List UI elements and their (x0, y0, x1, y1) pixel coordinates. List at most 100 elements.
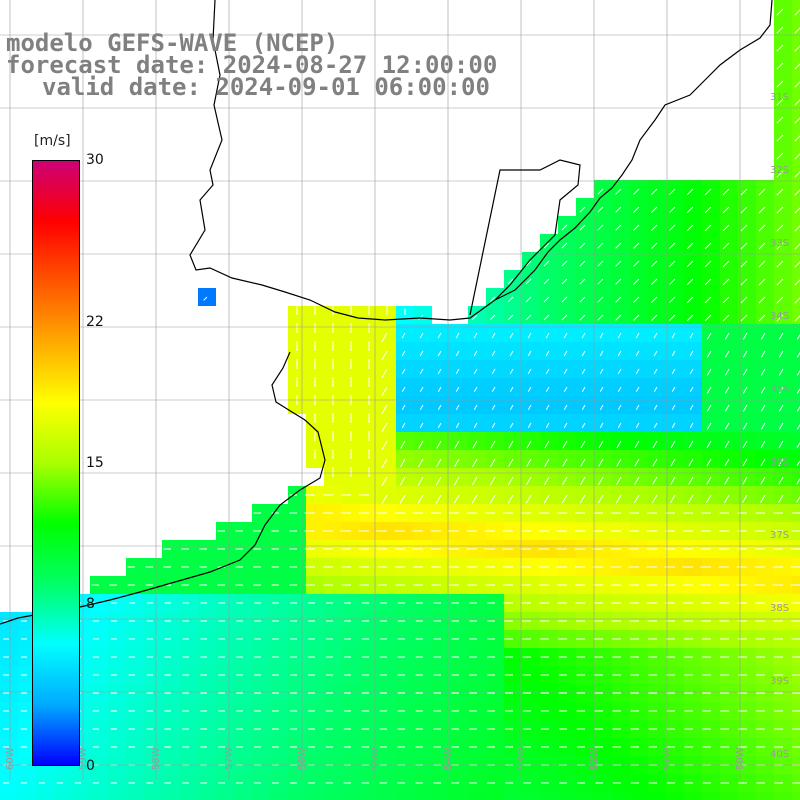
colorbar-tick-label: 30 (86, 152, 104, 168)
wind-arrow (381, 494, 388, 504)
wind-arrow (704, 224, 712, 232)
wind-arrow (704, 296, 712, 304)
wind-arrow (617, 368, 622, 375)
speed-cell (792, 342, 800, 360)
wind-arrow (670, 476, 676, 485)
wind-arrow (724, 440, 730, 449)
speed-cell (270, 792, 288, 800)
speed-cell (756, 792, 774, 800)
wind-arrow (437, 422, 442, 429)
wind-arrow (635, 386, 640, 393)
grid-labels: 31S32S33S34S35S36S37S38S39S40S41S60W59W5… (5, 92, 789, 770)
wind-arrow (617, 332, 622, 339)
wind-arrow (776, 80, 784, 88)
wind-arrow (453, 494, 460, 504)
wind-arrow (740, 188, 748, 196)
wind-arrow (471, 494, 478, 504)
wind-arrow (688, 458, 694, 467)
wind-arrow (651, 224, 658, 231)
wind-arrow (561, 314, 568, 321)
wind-arrow (617, 404, 622, 410)
wind-arrow (760, 386, 766, 394)
wind-arrow (563, 332, 568, 339)
speed-cell (648, 792, 666, 800)
wind-arrow (634, 458, 640, 467)
wind-arrow (599, 422, 604, 429)
wind-arrow (776, 8, 784, 16)
wind-arrow (668, 206, 676, 214)
speed-cell (630, 792, 648, 800)
speed-cell (486, 792, 504, 800)
longitude-label: 55W (370, 747, 381, 770)
speed-cell (792, 198, 800, 216)
wind-arrow (758, 188, 766, 196)
speed-cell (414, 792, 432, 800)
wind-arrow (706, 368, 712, 376)
wind-arrow (633, 314, 640, 321)
wind-arrow (633, 494, 640, 504)
speed-cell (792, 162, 800, 180)
wind-arrow (437, 368, 442, 375)
wind-arrow (597, 242, 604, 249)
wind-arrow (653, 386, 658, 393)
wind-arrow (437, 386, 442, 393)
wind-arrow (689, 386, 694, 393)
wind-arrow (509, 350, 514, 357)
wind-arrow (525, 476, 532, 486)
latitude-label: 39S (770, 676, 789, 687)
wind-arrow (760, 332, 766, 340)
wind-arrow (401, 368, 406, 375)
wind-arrow (473, 368, 478, 375)
wind-arrow (527, 350, 532, 357)
wind-arrow (778, 386, 784, 394)
speed-cell (774, 792, 792, 800)
wind-arrow (580, 440, 586, 449)
wind-arrow (796, 387, 800, 394)
wind-arrow (381, 476, 388, 486)
wind-arrow (671, 368, 676, 375)
latitude-label: 31S (770, 92, 789, 103)
wind-arrow (651, 296, 658, 303)
wind-arrow (740, 242, 748, 250)
wind-arrow (437, 332, 442, 339)
longitude-label: 50W (735, 747, 746, 770)
wind-arrow (509, 368, 514, 375)
wind-arrow (796, 441, 800, 448)
wind-arrow (689, 368, 694, 375)
wind-arrow (742, 350, 748, 358)
wind-arrow (419, 350, 424, 357)
wind-arrow (509, 332, 514, 339)
wind-arrow (651, 494, 658, 504)
wind-arrow (670, 458, 676, 467)
wind-arrow (597, 206, 604, 213)
wind-arrow (635, 332, 640, 339)
wind-arrow (776, 98, 784, 106)
wind-arrow (526, 440, 532, 449)
wind-arrow (706, 404, 712, 412)
wind-arrow (740, 206, 748, 214)
speed-cell (18, 792, 36, 800)
wind-arrow (562, 476, 568, 486)
wind-arrow (706, 458, 712, 467)
wind-arrow (563, 386, 568, 393)
wind-arrow (598, 458, 604, 467)
wind-arrow (742, 368, 748, 376)
wind-arrow (778, 458, 784, 467)
wind-arrow (507, 476, 514, 486)
wind-arrow (687, 494, 694, 504)
wind-arrow (453, 476, 460, 486)
wind-arrow (581, 368, 586, 375)
speed-cell (792, 180, 800, 198)
wind-arrow (758, 278, 766, 286)
wind-arrow (724, 476, 730, 485)
wind-arrow (580, 458, 586, 467)
speed-cell (180, 792, 198, 800)
wind-arrow (455, 404, 460, 410)
speed-cell (792, 396, 800, 414)
wind-arrow (617, 422, 622, 429)
wind-arrow (381, 458, 388, 468)
wind-arrow (525, 296, 532, 303)
wind-arrow (635, 422, 640, 429)
wind-arrow (706, 476, 712, 485)
